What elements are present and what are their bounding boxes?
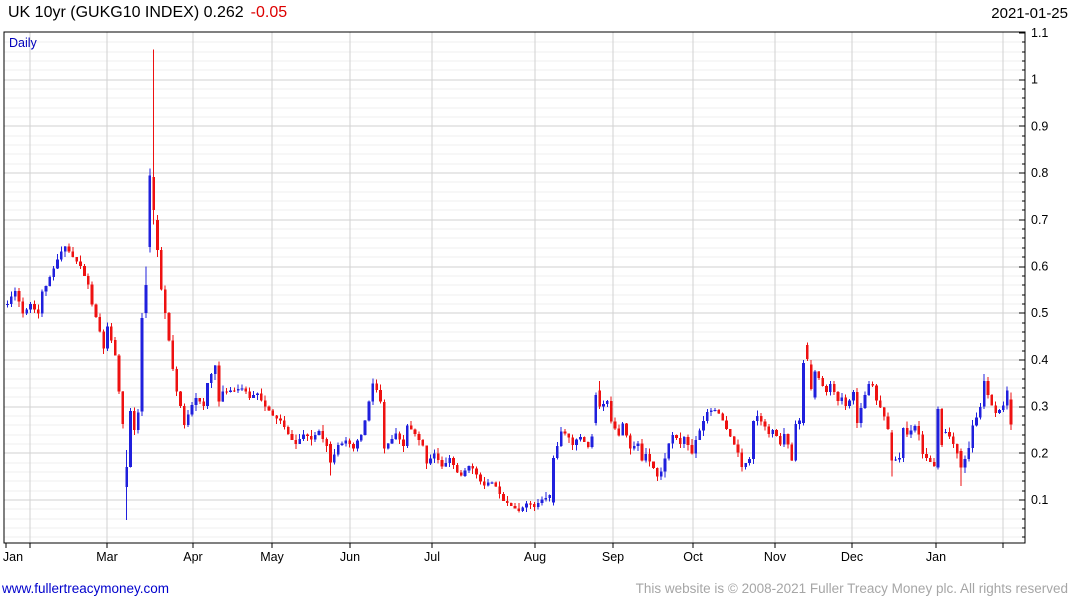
- svg-text:0.3: 0.3: [1031, 400, 1048, 414]
- svg-text:0.5: 0.5: [1031, 306, 1048, 320]
- date-label: 2021-01-25: [991, 5, 1068, 22]
- svg-text:Apr: Apr: [183, 550, 202, 564]
- svg-text:0.9: 0.9: [1031, 119, 1048, 133]
- svg-text:0.4: 0.4: [1031, 353, 1048, 367]
- svg-text:0.8: 0.8: [1031, 166, 1048, 180]
- svg-text:Dec: Dec: [841, 550, 863, 564]
- chart-title: UK 10yr (GUKG10 INDEX) 0.262: [8, 4, 244, 21]
- svg-text:0.1: 0.1: [1031, 493, 1048, 507]
- svg-text:Mar: Mar: [96, 550, 118, 564]
- svg-text:1: 1: [1031, 73, 1038, 87]
- svg-text:Aug: Aug: [524, 550, 546, 564]
- chart-title-bar: UK 10yr (GUKG10 INDEX) 0.262 -0.05: [8, 4, 287, 22]
- svg-text:Jun: Jun: [340, 550, 360, 564]
- svg-text:Jan: Jan: [3, 550, 23, 564]
- timeframe-label: Daily: [9, 36, 37, 50]
- website-link[interactable]: www.fullertreacymoney.com: [2, 581, 170, 596]
- svg-text:1.1: 1.1: [1031, 26, 1048, 40]
- svg-text:Oct: Oct: [683, 550, 703, 564]
- svg-text:May: May: [260, 550, 284, 564]
- change-value: -0.05: [250, 4, 288, 21]
- svg-text:0.2: 0.2: [1031, 446, 1048, 460]
- svg-text:0.6: 0.6: [1031, 260, 1048, 274]
- svg-text:Nov: Nov: [764, 550, 787, 564]
- svg-text:Jan: Jan: [926, 550, 946, 564]
- svg-text:Sep: Sep: [602, 550, 624, 564]
- copyright-text: This website is © 2008-2021 Fuller Treac…: [635, 581, 1068, 596]
- svg-text:Jul: Jul: [424, 550, 440, 564]
- svg-text:0.7: 0.7: [1031, 213, 1048, 227]
